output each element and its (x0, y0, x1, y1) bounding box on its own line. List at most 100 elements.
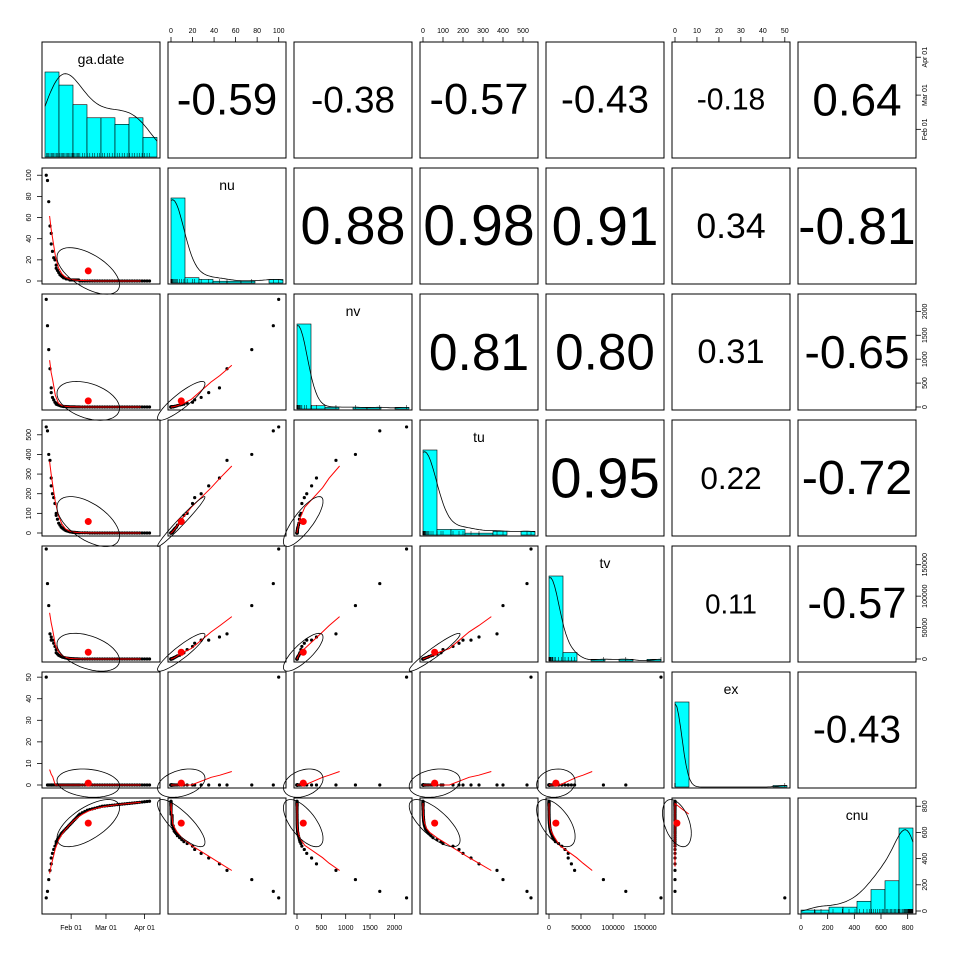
mean-point-cnu-nv (299, 819, 307, 827)
scatter-point-cnu-tv (573, 868, 577, 873)
scatter-point-ex-nu (225, 783, 229, 787)
panel-frame-0-0 (41, 41, 161, 159)
scatter-point-cnu-ga.date (142, 800, 147, 804)
smooth-line-ex-tv (549, 771, 593, 786)
panel-frame-6-1 (167, 797, 287, 915)
mean-point-ex-tu (431, 779, 439, 787)
scatter-point-tu-nu (193, 496, 197, 500)
scatter-point-tv-nv (404, 547, 409, 551)
density-curve-ga.date (44, 73, 158, 142)
axis-label-top-nu: 60 (232, 28, 240, 35)
axis-label-left-nu: 60 (26, 214, 33, 222)
scatter-point-cnu-nv (302, 847, 306, 852)
axis-label-left-tu: 300 (26, 468, 33, 480)
ellipse-cnu-nu (157, 799, 206, 848)
axis-label-right-cnu: 400 (922, 853, 929, 865)
mean-point-tv-ga.date (84, 648, 92, 656)
axis-label-left-nu: 100 (26, 169, 33, 181)
scatter-point-nv-ga.date (44, 297, 48, 301)
scatter-point-cnu-nu (178, 836, 182, 840)
axis-label-bottom-tv: 50000 (571, 925, 591, 932)
ellipse-nv-nu (157, 380, 206, 421)
axis-label-right-ga.date: Feb 01 (922, 118, 929, 140)
scatter-point-tv-ga.date (48, 632, 52, 636)
scatter-point-ex-tu (525, 783, 529, 787)
scatter-point-tu-nv (353, 452, 358, 457)
scatter-point-tu-ga.date (47, 452, 51, 457)
panel-frame-2-2 (293, 293, 413, 411)
scatter-point-ex-ga.date (140, 783, 144, 787)
axis-label-bottom-cnu: 0 (799, 925, 803, 932)
histogram-bar-cnu (814, 909, 830, 914)
axis-label-top-nu: 80 (253, 28, 261, 35)
axis-label-bottom-nv: 0 (295, 925, 299, 932)
panel-frame-2-4 (545, 293, 665, 411)
scatter-point-nu-ga.date (45, 178, 50, 183)
scatter-point-ex-tu (529, 675, 533, 679)
histogram-bar-nu (212, 280, 228, 284)
scatter-point-cnu-nv (300, 844, 304, 848)
histogram-bar-nv (310, 405, 326, 410)
axis-label-top-tu: 100 (437, 28, 449, 35)
axis-label-left-tu: 400 (26, 448, 33, 460)
panel-frame-2-6 (797, 293, 917, 411)
correlation-tv-ex: 0.11 (705, 589, 757, 620)
histogram-bar-tu (422, 449, 438, 536)
scatter-point-ex-ga.date (44, 675, 48, 679)
correlation-ga.date-tv: -0.43 (561, 79, 649, 122)
scatter-point-cnu-ga.date (44, 896, 48, 900)
scatter-point-tv-nu (250, 603, 254, 608)
scatter-point-cnu-nu (225, 868, 229, 873)
axis-label-top-ex: 50 (781, 28, 789, 35)
smooth-line-ex-nu (171, 771, 232, 786)
scatter-point-cnu-nv (314, 862, 319, 866)
scatter-point-cnu-nu (250, 877, 254, 882)
axis-label-right-tv: 0 (922, 657, 929, 661)
scatter-point-nv-ga.date (147, 405, 152, 409)
scatter-point-nv-ga.date (140, 405, 144, 409)
scatter-point-cnu-nu (271, 889, 275, 893)
density-curve-tv (548, 577, 661, 661)
scatter-point-ex-nu (271, 783, 275, 787)
axis-label-right-tv: 100000 (922, 584, 929, 607)
panel-frame-1-3 (419, 167, 539, 285)
panel-frame-2-0 (41, 293, 161, 411)
axis-label-right-nv: 1500 (922, 327, 929, 343)
ellipse-tv-nu (157, 632, 206, 672)
panel-frame-0-4 (545, 41, 665, 159)
scatter-point-ex-nv (378, 783, 382, 787)
scatter-point-tv-nv (334, 632, 338, 636)
smooth-line-tu-ga.date (49, 461, 141, 534)
scatter-point-nv-ga.date (45, 324, 50, 328)
scatter-point-tv-ga.date (45, 581, 50, 586)
histogram-bar-ga.date (86, 117, 102, 158)
smooth-line-cnu-ex (674, 802, 690, 867)
scatter-point-tu-nv (314, 476, 319, 480)
correlation-nv-ex: 0.31 (697, 333, 764, 371)
histogram-bar-nv (296, 323, 312, 410)
panel-frame-5-5 (671, 671, 791, 789)
smooth-line-cnu-ga.date (49, 801, 141, 874)
axis-label-top-nu: 40 (210, 28, 218, 35)
ellipse-ex-tu (408, 768, 461, 798)
scatter-point-tu-ga.date (50, 492, 55, 496)
panel-frame-4-5 (671, 545, 791, 663)
axis-label-right-ga.date: Apr 01 (922, 47, 929, 68)
scatter-point-tu-nu (225, 458, 229, 462)
smooth-line-ex-nv (297, 771, 340, 786)
scatter-point-tu-ga.date (44, 425, 48, 429)
axis-label-top-ex: 10 (693, 28, 701, 35)
scatter-point-tu-ga.date (55, 517, 60, 521)
scatter-point-tv-tu (477, 635, 481, 639)
panel-frame-6-3 (419, 797, 539, 915)
scatter-point-nu-ga.date (142, 279, 147, 283)
smooth-line-tv-nv (296, 616, 340, 660)
correlation-tu-ex: 0.22 (700, 460, 761, 496)
scatter-point-ex-tu (477, 783, 481, 787)
histogram-bar-cnu (870, 889, 886, 914)
axis-label-left-ex: 40 (26, 695, 33, 703)
scatter-point-ex-tv (566, 783, 570, 787)
scatter-point-cnu-ga.date (145, 799, 149, 804)
axis-label-left-tu: 500 (26, 429, 33, 441)
axis-label-right-tv: 50000 (922, 618, 929, 638)
